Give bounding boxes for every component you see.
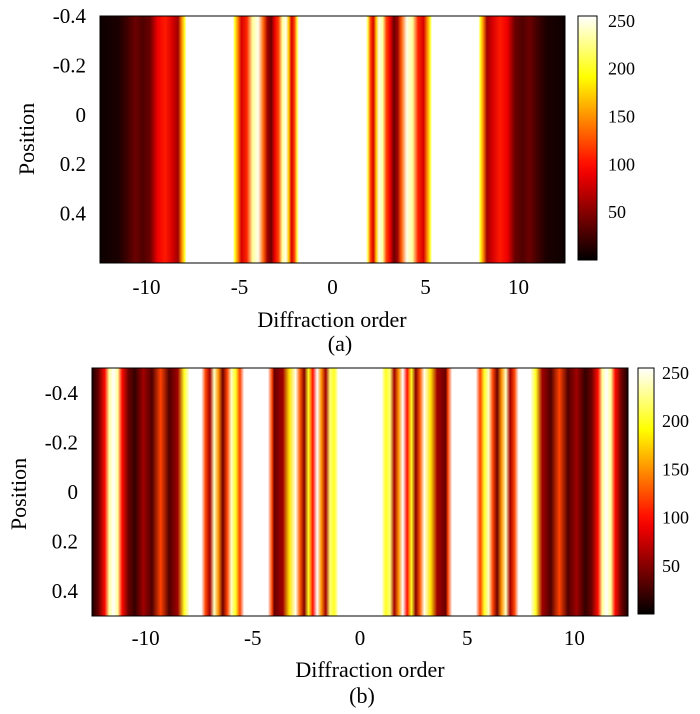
colorbar-tick-label-a: 250 — [608, 11, 635, 31]
y-axis-label-a: Position — [14, 103, 39, 175]
x-tick-label-b: 5 — [462, 626, 473, 650]
x-tick-label-b: 10 — [564, 626, 585, 650]
y-tick-label-b: 0.2 — [52, 530, 78, 554]
x-tick-labels-b: -10 -5 0 5 10 — [132, 626, 585, 650]
colorbar-tick-labels-b: 50 100 150 200 250 — [662, 363, 689, 576]
x-tick-label-a: -5 — [231, 275, 249, 299]
y-tick-label-b: 0.4 — [52, 579, 79, 603]
y-tick-label-b: -0.2 — [45, 430, 78, 454]
y-tick-label-b: -0.4 — [45, 381, 79, 405]
y-tick-labels-a: -0.4 -0.2 0 0.2 0.4 — [53, 4, 87, 226]
colorbar-tick-label-b: 250 — [662, 363, 689, 383]
x-tick-label-a: 10 — [508, 275, 529, 299]
y-tick-labels-b: -0.4 -0.2 0 0.2 0.4 — [45, 381, 79, 603]
y-tick-label-a: -0.2 — [53, 53, 86, 77]
x-axis-label-b: Diffraction order — [295, 657, 445, 682]
y-tick-label-a: 0.4 — [60, 202, 87, 226]
colorbar-b — [637, 367, 655, 615]
panel-label-b: (b) — [349, 683, 375, 708]
panel-a: -0.4 -0.2 0 0.2 0.4 -10 -5 0 5 10 Position Diffr… — [14, 4, 635, 356]
y-tick-label-b: 0 — [68, 480, 79, 504]
colorbar-tick-label-b: 200 — [662, 411, 689, 431]
heatmap-a-plot-area — [99, 15, 566, 264]
x-tick-label-a: 5 — [420, 275, 431, 299]
colorbar-tick-label-b: 100 — [662, 508, 689, 528]
colorbar-tick-label-b: 150 — [662, 459, 689, 479]
colorbar-a — [577, 15, 598, 261]
heatmap-b-plot-area — [91, 367, 629, 617]
x-tick-label-b: -5 — [244, 626, 262, 650]
x-tick-label-a: -10 — [133, 275, 161, 299]
colorbar-tick-label-a: 100 — [608, 154, 635, 174]
y-tick-label-a: 0 — [76, 103, 87, 127]
colorbar-tick-label-a: 150 — [608, 106, 635, 126]
colorbar-tick-labels-a: 50 100 150 200 250 — [608, 11, 635, 222]
colorbar-tick-label-b: 50 — [662, 556, 680, 576]
x-tick-labels-a: -10 -5 0 5 10 — [133, 275, 530, 299]
y-axis-label-b: Position — [6, 458, 31, 530]
x-axis-label-a: Diffraction order — [257, 307, 407, 332]
y-tick-label-a: -0.4 — [53, 4, 87, 28]
x-tick-label-a: 0 — [327, 275, 338, 299]
x-tick-label-b: -10 — [132, 626, 160, 650]
panel-label-a: (a) — [328, 331, 352, 356]
y-tick-label-a: 0.2 — [60, 152, 86, 176]
panel-b: -0.4 -0.2 0 0.2 0.4 -10 -5 0 5 10 Position Diffr… — [6, 363, 689, 708]
x-tick-label-b: 0 — [355, 626, 366, 650]
colorbar-tick-label-a: 50 — [608, 202, 626, 222]
colorbar-tick-label-a: 200 — [608, 59, 635, 79]
